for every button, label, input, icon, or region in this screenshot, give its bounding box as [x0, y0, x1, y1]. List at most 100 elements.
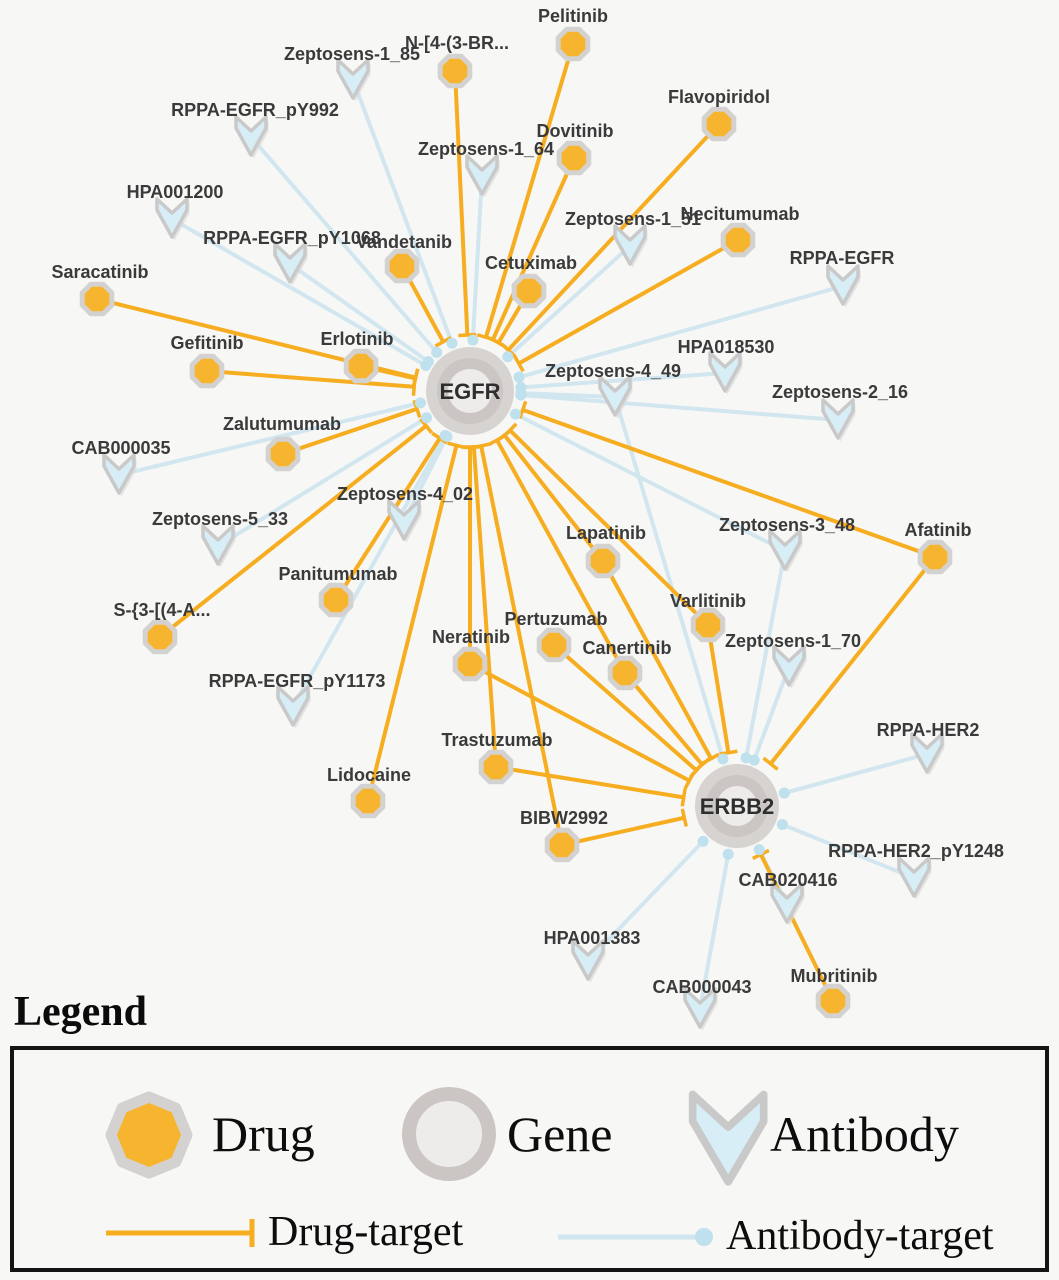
drug-node-flavopiridol[interactable] — [701, 106, 737, 142]
edge-antibody-rppa-her2-py1248-erbb2[interactable] — [781, 822, 915, 880]
drug-node-lapatinib[interactable] — [585, 543, 621, 579]
label-cab020416: CAB020416 — [738, 870, 837, 890]
antibody-node-rppa-egfr-py992[interactable] — [234, 115, 269, 159]
drug-node-saracatinib[interactable] — [79, 281, 115, 317]
edge-drug-bibw2992-egfr[interactable] — [471, 442, 564, 846]
antibody-target-edge-icon — [558, 1228, 713, 1246]
label-rppa-her2-py1248: RPPA-HER2_pY1248 — [828, 841, 1004, 861]
drug-node-dovitinib[interactable] — [556, 140, 592, 176]
edge-drug-necitumumab-egfr[interactable] — [512, 238, 739, 373]
drug-node-panitumumab[interactable] — [318, 582, 354, 618]
drug-node-neratinib[interactable] — [452, 646, 488, 682]
edge-drug-canertinib-erbb2[interactable] — [623, 671, 711, 772]
edge-antibody-rppa-egfr-py1173-egfr[interactable] — [291, 434, 447, 708]
edge-drug-neratinib-erbb2[interactable] — [469, 662, 696, 790]
gene-node-egfr[interactable]: EGFR — [426, 347, 514, 435]
drug-node-trastuzumab[interactable] — [478, 749, 514, 785]
edge-antibody-rppa-her2-erbb2[interactable] — [783, 752, 928, 795]
edge-antibody-zeptosens-1-51-egfr[interactable] — [506, 244, 632, 359]
label-hpa018530: HPA018530 — [678, 337, 775, 357]
antibody-node-zeptosens-3-48[interactable] — [768, 529, 803, 573]
drug-node-canertinib[interactable] — [607, 655, 643, 691]
edge-antibody-zeptosens-4-49-egfr[interactable] — [520, 391, 616, 399]
edge-antibody-hpa018530-egfr[interactable] — [520, 371, 726, 390]
label-bibw2992: BIBW2992 — [520, 808, 608, 828]
label-gefitinib: Gefitinib — [171, 333, 244, 353]
edge-antibody-zeptosens-1-64-egfr[interactable] — [470, 175, 484, 341]
antibody-node-rppa-egfr-py1068[interactable] — [273, 242, 308, 286]
drug-node-icon — [105, 1091, 193, 1179]
antibody-node-zeptosens-4-02[interactable] — [387, 499, 422, 543]
legend-drug-label: Drug — [212, 1106, 315, 1162]
antibody-node-zeptosens-1-64[interactable] — [465, 154, 500, 198]
edge-drug-n-4-3-br-egfr[interactable] — [453, 70, 477, 338]
drug-node-bibw2992[interactable] — [544, 827, 580, 863]
edge-drug-varlitinib-egfr[interactable] — [502, 422, 710, 627]
edge-antibody-zeptosens-1-85-egfr[interactable] — [351, 79, 454, 344]
edge-antibody-zeptosens-5-33-egfr[interactable] — [216, 416, 428, 548]
antibody-node-cab020416[interactable] — [770, 882, 805, 926]
antibody-node-hpa001383[interactable] — [571, 939, 606, 983]
drug-node-gefitinib[interactable] — [189, 353, 225, 389]
antibody-node-zeptosens-4-49[interactable] — [598, 375, 633, 419]
edge-drug-canertinib-egfr[interactable] — [488, 434, 627, 674]
edge-antibody-rppa-egfr-egfr[interactable] — [518, 284, 844, 380]
gene-node-icon — [402, 1087, 496, 1181]
edge-drug-bibw2992-erbb2[interactable] — [561, 808, 688, 847]
edge-drug-trastuzumab-erbb2[interactable] — [495, 765, 687, 807]
drug-node-pelitinib[interactable] — [555, 26, 591, 62]
edge-antibody-zeptosens-3-48-erbb2[interactable] — [744, 550, 787, 759]
antibody-node-cab000035[interactable] — [102, 453, 137, 497]
nodes: EGFR ERBB2 — [79, 26, 953, 1031]
edge-antibody-zeptosens-3-48-egfr[interactable] — [514, 412, 786, 553]
drug-node-necitumumab[interactable] — [720, 222, 756, 258]
edge-drug-lidocaine-egfr[interactable] — [366, 441, 466, 802]
drug-node-afatinib[interactable] — [917, 539, 953, 575]
antibody-node-zeptosens-1-85[interactable] — [336, 58, 371, 102]
drug-node-n-4-3-br[interactable] — [437, 53, 473, 89]
antibody-node-zeptosens-5-33[interactable] — [201, 524, 236, 568]
drug-node-pertuzumab[interactable] — [536, 627, 572, 663]
label-rppa-her2: RPPA-HER2 — [877, 720, 980, 740]
edge-antibody-cab000035-egfr[interactable] — [118, 400, 421, 477]
label-zeptosens-3-48: Zeptosens-3_48 — [719, 515, 855, 535]
drug-node-mubritinib[interactable] — [815, 983, 851, 1019]
label-zeptosens-2-16: Zeptosens-2_16 — [772, 382, 908, 402]
edge-antibody-zeptosens-1-70-erbb2[interactable] — [752, 666, 791, 761]
label-lidocaine: Lidocaine — [327, 765, 411, 785]
antibody-node-zeptosens-2-16[interactable] — [821, 398, 856, 442]
antibody-node-hpa001200[interactable] — [155, 197, 190, 241]
drug-node-lidocaine[interactable] — [350, 783, 386, 819]
edge-antibody-rppa-egfr-py1068-egfr[interactable] — [288, 262, 430, 364]
legend-antibody-target-label: Antibody-target — [726, 1213, 994, 1259]
antibody-node-rppa-her2-py1248[interactable] — [897, 856, 932, 900]
drug-node-erlotinib[interactable] — [343, 348, 379, 384]
edge-drug-afatinib-erbb2[interactable] — [762, 555, 937, 771]
edge-antibody-cab000043-erbb2[interactable] — [698, 853, 731, 1010]
antibody-node-rppa-egfr-py1173[interactable] — [276, 685, 311, 729]
antibody-node-rppa-egfr[interactable] — [826, 264, 861, 308]
drug-node-s-3-4-a[interactable] — [142, 619, 178, 655]
antibody-node-rppa-her2[interactable] — [910, 732, 945, 776]
antibody-node-zeptosens-1-70[interactable] — [772, 645, 807, 689]
edge-drug-gefitinib-egfr[interactable] — [206, 369, 417, 396]
edge-antibody-hpa001383-erbb2[interactable] — [586, 839, 705, 963]
antibody-node-hpa018530[interactable] — [708, 351, 743, 395]
drug-node-cetuximab[interactable] — [511, 273, 547, 309]
edge-antibody-zeptosens-4-49-erbb2[interactable] — [613, 396, 725, 760]
edge-antibody-hpa001200-egfr[interactable] — [171, 217, 427, 368]
antibody-node-cab000043[interactable] — [683, 987, 718, 1031]
edge-antibody-zeptosens-2-16-egfr[interactable] — [520, 393, 839, 422]
label-dovitinib: Dovitinib — [537, 121, 614, 141]
drug-node-vandetanib[interactable] — [384, 248, 420, 284]
drug-node-zalutumumab[interactable] — [265, 436, 301, 472]
gene-node-erbb2[interactable]: ERBB2 — [695, 764, 779, 848]
edge-antibody-rppa-egfr-py992-egfr[interactable] — [249, 135, 439, 354]
antibody-node-zeptosens-1-51[interactable] — [613, 224, 648, 268]
label-lapatinib: Lapatinib — [566, 523, 646, 543]
antibody-target-edges — [118, 79, 928, 1010]
drug-node-varlitinib[interactable] — [690, 607, 726, 643]
gene-label-erbb2: ERBB2 — [700, 794, 775, 819]
